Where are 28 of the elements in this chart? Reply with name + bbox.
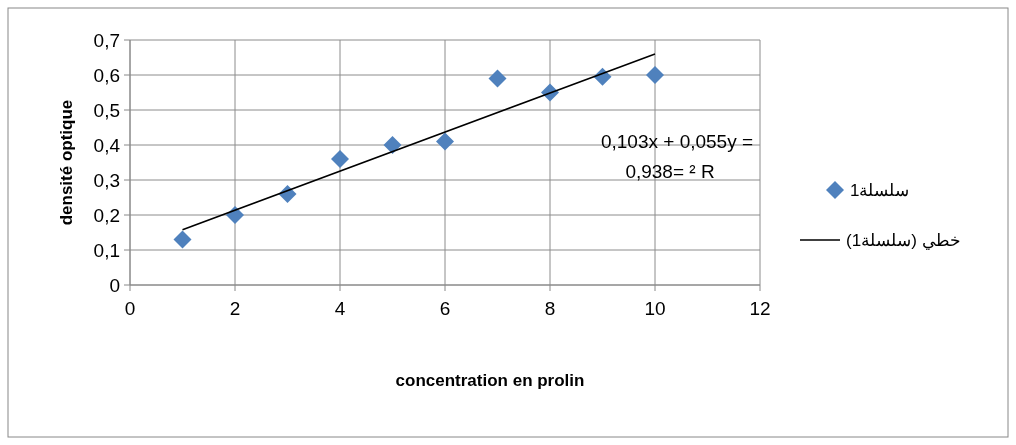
x-tick-label: 8 bbox=[544, 298, 556, 319]
y-tick-label: 0,4 bbox=[93, 134, 121, 156]
y-axis-title: densité optique bbox=[57, 99, 76, 226]
y-tick-label: 0,2 bbox=[93, 204, 120, 226]
point bbox=[383, 136, 402, 154]
x-tick-label: 4 bbox=[334, 298, 346, 319]
x-tick-label: 6 bbox=[439, 298, 451, 319]
y-tick-label: 0,3 bbox=[93, 169, 120, 191]
annotation: 0,103x + 0,055y = bbox=[600, 131, 754, 152]
y-tick-label: 0,5 bbox=[93, 99, 120, 121]
y-tick-label: 0,7 bbox=[93, 29, 120, 51]
x-tick-label: 10 bbox=[644, 298, 666, 319]
point bbox=[436, 132, 454, 151]
y-tick-label: 0,1 bbox=[93, 239, 120, 261]
point bbox=[226, 206, 244, 224]
point bbox=[646, 66, 664, 84]
point bbox=[173, 230, 192, 249]
point bbox=[488, 69, 507, 88]
y-tick-label: 0 bbox=[109, 274, 120, 296]
annotation: 0,938= ² R bbox=[625, 161, 715, 182]
x-tick-label: 12 bbox=[749, 298, 771, 319]
x-tick-label: 0 bbox=[124, 298, 136, 319]
legend-label: سلسلة1 bbox=[850, 180, 910, 200]
x-axis-title: concentration en prolin bbox=[395, 371, 585, 390]
x-tick-label: 2 bbox=[229, 298, 241, 319]
legend-label: خطي (سلسلة1) bbox=[846, 230, 961, 250]
point bbox=[331, 150, 349, 168]
y-tick-label: 0,6 bbox=[93, 64, 120, 86]
